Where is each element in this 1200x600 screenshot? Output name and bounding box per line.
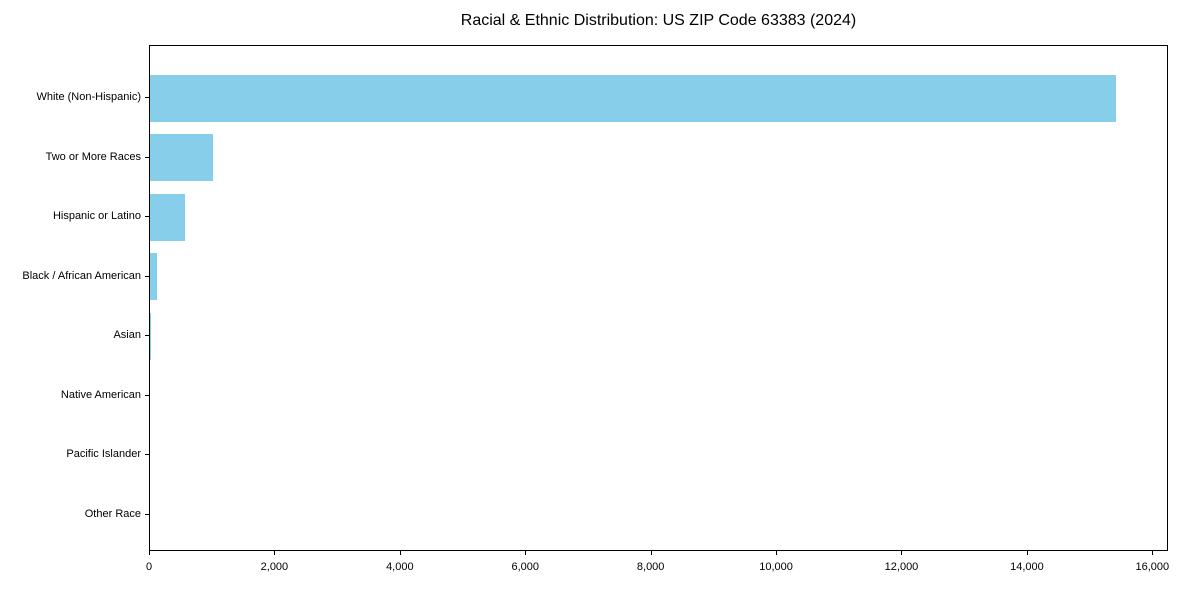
- x-tick-label: 0: [145, 561, 153, 573]
- x-tick-mark: [149, 551, 150, 555]
- y-tick-mark: [145, 275, 149, 277]
- y-tick-mark: [145, 513, 149, 515]
- x-tick-mark: [901, 551, 903, 555]
- bar: [150, 193, 186, 241]
- x-tick-mark: [1152, 551, 1154, 555]
- x-tick-label: 16,000: [1135, 561, 1170, 573]
- x-tick-label: 8,000: [636, 561, 665, 573]
- x-tick-mark: [650, 551, 652, 555]
- x-tick-mark: [399, 551, 401, 555]
- bar: [150, 312, 151, 360]
- y-tick-label: Hispanic or Latino: [52, 210, 141, 222]
- y-tick-label: Black / African American: [22, 269, 141, 282]
- x-tick-mark: [776, 551, 778, 555]
- y-tick-mark: [145, 335, 149, 336]
- x-tick-label: 14,000: [1010, 561, 1044, 573]
- x-tick-mark: [525, 551, 527, 555]
- y-tick-mark: [145, 216, 149, 217]
- y-tick-label: Asian: [113, 329, 141, 341]
- y-tick-label: Native American: [60, 388, 141, 401]
- bar: [150, 134, 213, 181]
- y-tick-mark: [145, 394, 149, 396]
- bar: [150, 74, 1116, 122]
- x-tick-label: 12,000: [884, 561, 919, 573]
- y-tick-label: Pacific Islander: [66, 448, 141, 460]
- y-tick-mark: [145, 97, 149, 98]
- x-tick-mark: [1026, 551, 1028, 555]
- x-tick-label: 4,000: [386, 561, 414, 573]
- y-tick-label: White (Non-Hispanic): [36, 91, 141, 103]
- x-tick-label: 2,000: [260, 561, 289, 573]
- y-tick-label: Two or More Races: [45, 150, 141, 163]
- y-tick-label: Other Race: [84, 507, 141, 520]
- x-tick-label: 10,000: [759, 561, 793, 573]
- bar: [150, 253, 157, 300]
- chart-title: Racial & Ethnic Distribution: US ZIP Cod…: [460, 12, 857, 29]
- y-tick-mark: [145, 454, 149, 455]
- y-tick-mark: [145, 156, 149, 158]
- x-tick-mark: [274, 551, 276, 555]
- plot-area: [149, 45, 1168, 551]
- x-tick-label: 6,000: [511, 561, 539, 573]
